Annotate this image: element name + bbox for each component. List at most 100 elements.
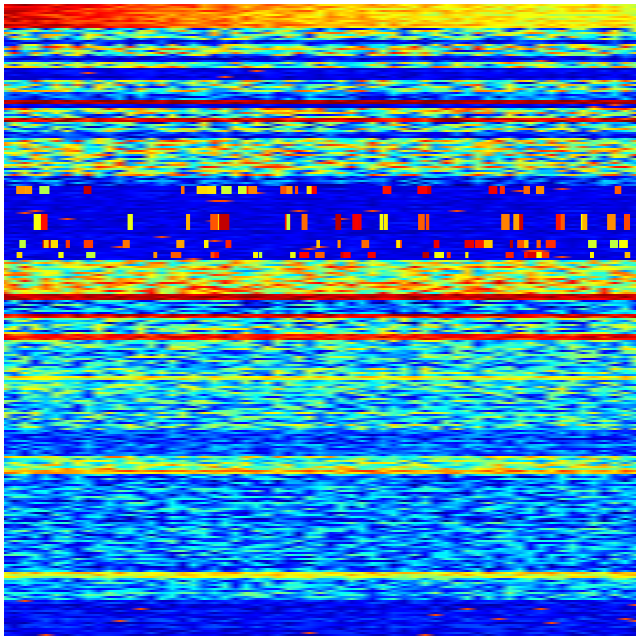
heatmap-spot (614, 186, 622, 194)
heatmap-row (4, 576, 636, 578)
heatmap-spot (196, 186, 208, 194)
heatmap-row (4, 78, 636, 80)
heatmap-row (4, 320, 636, 322)
heatmap-row (4, 180, 636, 182)
heatmap-row (4, 414, 636, 416)
heatmap-row (4, 306, 636, 308)
heatmap-row (4, 166, 636, 168)
heatmap-row (4, 186, 636, 188)
heatmap-spot (170, 252, 182, 258)
heatmap-row (4, 82, 636, 84)
heatmap-spot (588, 240, 596, 248)
heatmap-spot (513, 214, 523, 230)
heatmap-row (4, 582, 636, 584)
heatmap-row (4, 384, 636, 386)
heatmap-spot (33, 214, 41, 230)
heatmap-row (4, 264, 636, 266)
heatmap-row (4, 566, 636, 568)
heatmap-row (4, 340, 636, 342)
heatmap-row (4, 578, 636, 580)
heatmap-row (4, 474, 636, 476)
heatmap-spot (238, 186, 247, 194)
heatmap-row (4, 228, 636, 230)
heatmap-row (4, 360, 636, 362)
heatmap-row (4, 598, 636, 600)
heatmap-spot (488, 186, 498, 194)
heatmap-row (4, 372, 636, 374)
heatmap-spot (523, 186, 531, 194)
heatmap-row (4, 236, 636, 238)
heatmap-row (4, 50, 636, 52)
heatmap-row (4, 608, 636, 610)
heatmap-row (4, 120, 636, 122)
heatmap-row (4, 488, 636, 490)
heatmap-spot (225, 240, 232, 248)
heatmap-row (4, 326, 636, 328)
heatmap-row (4, 624, 636, 626)
heatmap-row (4, 374, 636, 376)
heatmap-row (4, 448, 636, 450)
heatmap-row (4, 546, 636, 548)
heatmap-row (4, 212, 636, 214)
heatmap-row (4, 202, 636, 204)
heatmap-row (4, 406, 636, 408)
heatmap-row (4, 634, 636, 636)
heatmap-row (4, 32, 636, 34)
heatmap-row (4, 596, 636, 598)
heatmap-row (4, 446, 636, 448)
heatmap-row (4, 322, 636, 324)
heatmap-spot (475, 240, 486, 248)
heatmap-spot (433, 240, 440, 248)
heatmap-row (4, 296, 636, 298)
heatmap-spot (607, 214, 616, 230)
heatmap-spot (205, 186, 217, 194)
heatmap-spot (499, 186, 505, 194)
heatmap-row (4, 600, 636, 602)
heatmap-spot (367, 252, 376, 258)
heatmap-row (4, 54, 636, 56)
heatmap-row (4, 396, 636, 398)
heatmap-row (4, 74, 636, 76)
heatmap-row (4, 230, 636, 232)
heatmap-row (4, 36, 636, 38)
heatmap-row (4, 310, 636, 312)
heatmap-row (4, 270, 636, 272)
heatmap-row (4, 148, 636, 150)
heatmap-row (4, 6, 636, 8)
heatmap-row (4, 58, 636, 60)
heatmap-spot (316, 240, 320, 248)
heatmap-row (4, 486, 636, 488)
heatmap-row (4, 550, 636, 552)
heatmap-spot (186, 214, 191, 230)
heatmap-row (4, 562, 636, 564)
heatmap-spot (446, 252, 451, 258)
heatmap-row (4, 112, 636, 114)
heatmap-row (4, 528, 636, 530)
heatmap-spot (214, 252, 220, 258)
heatmap-row (4, 312, 636, 314)
heatmap-row (4, 564, 636, 566)
heatmap-row (4, 430, 636, 432)
heatmap-row (4, 84, 636, 86)
heatmap-spot (294, 186, 299, 194)
heatmap-spot (219, 214, 230, 230)
heatmap-row (4, 434, 636, 436)
heatmap-row (4, 442, 636, 444)
heatmap-row (4, 416, 636, 418)
heatmap-row (4, 456, 636, 458)
heatmap-row (4, 200, 636, 202)
heatmap-spot (434, 252, 444, 258)
heatmap-row (4, 584, 636, 586)
heatmap-row (4, 16, 636, 18)
heatmap-spot (424, 186, 432, 194)
heatmap-row (4, 94, 636, 96)
heatmap-row (4, 234, 636, 236)
heatmap-row (4, 408, 636, 410)
heatmap-row (4, 514, 636, 516)
heatmap-row (4, 258, 636, 260)
heatmap-spot (425, 214, 430, 230)
heatmap-row (4, 610, 636, 612)
heatmap-spot (16, 186, 26, 194)
heatmap-row (4, 300, 636, 302)
heatmap-row (4, 100, 636, 102)
